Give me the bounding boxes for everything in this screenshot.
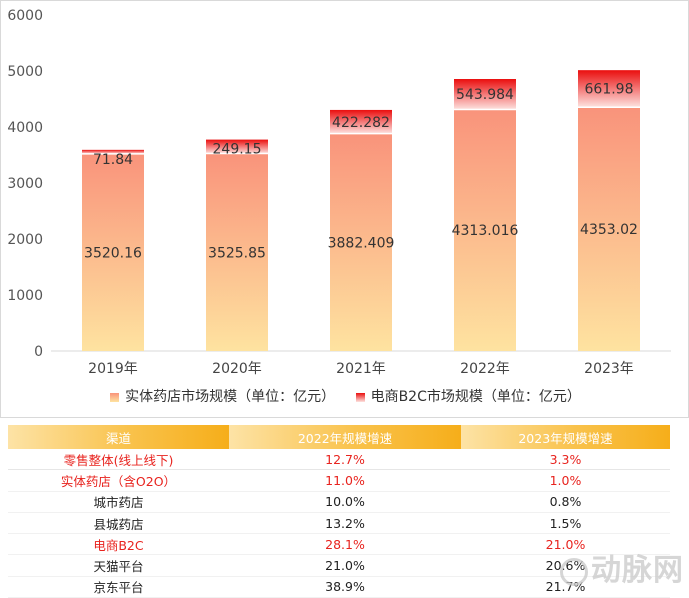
cell-2023: 0.8% <box>461 491 670 513</box>
data-label-offline: 3525.85 <box>208 245 266 261</box>
legend-label-ecommerce: 电商B2C市场规模（单位：亿元） <box>370 389 581 405</box>
watermark: 动脉网 <box>560 545 684 589</box>
table-row: 城市药店 10.0% 0.8% <box>8 491 670 513</box>
table-row: 实体药店（含O2O） 11.0% 1.0% <box>8 469 670 492</box>
watermark-text: 动脉网 <box>591 553 684 588</box>
data-label-offline: 4313.016 <box>452 223 519 239</box>
x-tick-label: 2022年 <box>460 361 510 377</box>
chart-panel: 0 1000 2000 3000 4000 5000 6000 3520.16 71.84 35… <box>0 0 689 418</box>
table-row: 天猫平台 21.0% 20.6% <box>8 554 670 577</box>
legend-item-ecommerce: 电商B2C市场规模（单位：亿元） <box>355 386 581 406</box>
cell-channel: 天猫平台 <box>8 554 229 577</box>
x-tick-label: 2020年 <box>212 361 262 377</box>
cell-2023: 1.0% <box>461 469 670 492</box>
cell-2022: 13.2% <box>229 512 461 535</box>
cell-2022: 21.0% <box>229 554 461 577</box>
table-header-row: 渠道 2022年规模增速 2023年规模增速 <box>8 425 670 449</box>
cell-2022: 11.0% <box>229 469 461 492</box>
bars: 3520.16 71.84 3525.85 249.15 3882.409 422.282… <box>82 70 640 352</box>
cell-channel: 京东平台 <box>8 576 229 598</box>
legend-swatch-offline <box>110 392 120 402</box>
bar-ecommerce <box>206 139 268 154</box>
data-label-offline: 3520.16 <box>84 245 142 261</box>
cell-channel: 城市药店 <box>8 491 229 513</box>
cell-2023: 21.0% <box>461 533 670 556</box>
bar-ecommerce <box>330 109 392 134</box>
y-axis: 0 1000 2000 3000 4000 5000 6000 <box>7 8 43 360</box>
data-label-offline: 4353.02 <box>580 222 638 238</box>
pulse-logo-icon <box>560 557 588 586</box>
header-channel: 渠道 <box>8 425 229 449</box>
legend-swatch-ecommerce <box>355 392 365 402</box>
bar-offline <box>82 153 144 351</box>
data-label-ecommerce: 71.84 <box>93 152 133 168</box>
y-tick-label: 2000 <box>7 232 43 248</box>
cell-channel: 电商B2C <box>8 533 229 556</box>
x-tick-label: 2019年 <box>88 361 138 377</box>
legend: 实体药店市场规模（单位：亿元） 电商B2C市场规模（单位：亿元） <box>1 386 689 406</box>
x-tick-label: 2023年 <box>584 361 634 377</box>
cell-2023: 1.5% <box>461 512 670 535</box>
cell-channel: 零售整体(线上线下) <box>8 449 229 471</box>
legend-label-offline: 实体药店市场规模（单位：亿元） <box>125 389 336 405</box>
cell-2022: 12.7% <box>229 449 461 471</box>
bar-offline <box>206 153 268 351</box>
table-row: 县城药店 13.2% 1.5% <box>8 512 670 535</box>
cell-channel: 县城药店 <box>8 512 229 535</box>
table-row: 零售整体(线上线下) 12.7% 3.3% <box>8 449 670 471</box>
x-axis: 2019年 2020年 2021年 2022年 2023年 <box>88 361 634 377</box>
header-2023: 2023年规模增速 <box>461 425 670 449</box>
y-tick-label: 5000 <box>7 64 43 80</box>
cell-2022: 28.1% <box>229 533 461 556</box>
cell-2023: 3.3% <box>461 449 670 471</box>
bar-ecommerce <box>578 70 640 108</box>
data-label-ecommerce: 661.98 <box>585 82 634 98</box>
x-tick-label: 2021年 <box>336 361 386 377</box>
cell-2022: 38.9% <box>229 576 461 598</box>
y-tick-label: 4000 <box>7 120 43 136</box>
bar-offline <box>330 133 392 351</box>
cell-channel: 实体药店（含O2O） <box>8 469 229 492</box>
bar-ecommerce <box>82 149 144 154</box>
y-tick-label: 6000 <box>7 8 43 24</box>
legend-item-offline: 实体药店市场规模（单位：亿元） <box>110 386 335 406</box>
bar-ecommerce <box>454 79 516 110</box>
y-tick-label: 0 <box>34 344 43 360</box>
header-2022: 2022年规模增速 <box>229 425 461 449</box>
data-label-ecommerce: 543.984 <box>456 87 514 103</box>
data-label-ecommerce: 422.282 <box>332 115 390 131</box>
data-label-offline: 3882.409 <box>328 235 395 251</box>
data-label-ecommerce: 249.15 <box>213 142 262 158</box>
y-tick-label: 3000 <box>7 176 43 192</box>
bar-offline <box>578 107 640 351</box>
y-tick-label: 1000 <box>7 288 43 304</box>
bar-offline <box>454 109 516 352</box>
table-row: 电商B2C 28.1% 21.0% <box>8 533 670 556</box>
cell-2022: 10.0% <box>229 491 461 513</box>
